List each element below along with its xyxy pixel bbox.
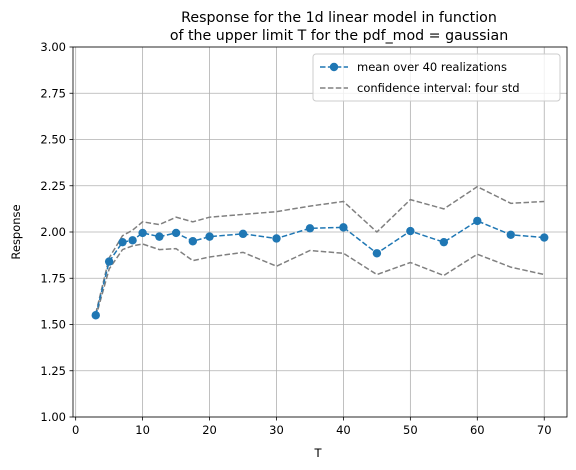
data-point bbox=[138, 228, 147, 238]
x-axis: 0 10 20 30 40 50 60 70 bbox=[72, 417, 552, 437]
x-axis-label: T bbox=[313, 446, 322, 460]
data-point bbox=[305, 224, 315, 233]
data-point bbox=[272, 234, 281, 243]
data-point bbox=[238, 229, 248, 239]
legend: mean over 40 realizations confidence int… bbox=[312, 53, 561, 102]
y-tick-label: 1.75 bbox=[40, 271, 66, 285]
data-point bbox=[372, 249, 382, 258]
y-tick-label: 2.50 bbox=[40, 133, 66, 147]
data-point bbox=[188, 237, 198, 246]
series-line-lower-bound bbox=[95, 243, 545, 318]
x-tick-label: 50 bbox=[403, 423, 418, 437]
data-point bbox=[118, 237, 127, 247]
x-tick-label: 70 bbox=[537, 423, 552, 437]
y-tick-label: 2.25 bbox=[40, 179, 66, 193]
x-tick-label: 40 bbox=[336, 423, 351, 437]
chart-title-line-2: of the upper limit T for the pdf_mod = g… bbox=[170, 28, 508, 44]
y-tick-label: 1.50 bbox=[40, 318, 66, 332]
data-point bbox=[91, 311, 100, 320]
x-tick-label: 0 bbox=[72, 423, 79, 437]
y-axis: 1.00 1.25 1.50 1.75 2.00 2.25 2.50 2.75 3.00 bbox=[40, 40, 73, 424]
gridlines bbox=[73, 46, 567, 418]
data-point bbox=[406, 226, 415, 236]
y-tick-label: 3.00 bbox=[40, 40, 66, 54]
y-tick-label: 1.00 bbox=[40, 410, 66, 424]
y-tick-label: 2.75 bbox=[40, 86, 66, 100]
legend-box bbox=[312, 53, 561, 102]
x-tick-label: 30 bbox=[269, 423, 284, 437]
data-point bbox=[155, 232, 164, 241]
data-point bbox=[540, 233, 549, 242]
chart-title: Response for the 1d linear model in func… bbox=[170, 10, 508, 44]
x-tick-label: 20 bbox=[202, 423, 217, 437]
data-point bbox=[171, 228, 181, 238]
data-point bbox=[205, 232, 214, 241]
x-tick-label: 10 bbox=[135, 423, 150, 437]
data-point bbox=[339, 223, 348, 232]
y-tick-label: 1.25 bbox=[40, 364, 66, 378]
data-point bbox=[439, 237, 449, 247]
chart-title-line-1: Response for the 1d linear model in func… bbox=[181, 10, 497, 26]
series-line-upper-bound bbox=[95, 185, 545, 314]
data-point bbox=[104, 257, 114, 266]
data-point bbox=[506, 230, 515, 239]
legend-label-confidence: confidence interval: four std bbox=[357, 81, 520, 95]
y-tick-label: 2.00 bbox=[40, 225, 66, 239]
legend-marker-mean bbox=[329, 62, 339, 72]
x-tick-label: 60 bbox=[470, 423, 485, 437]
legend-label-mean: mean over 40 realizations bbox=[357, 60, 507, 74]
series-layer bbox=[91, 185, 549, 320]
y-axis-label: Response bbox=[9, 204, 23, 259]
data-point bbox=[473, 216, 482, 226]
data-point bbox=[128, 236, 137, 245]
